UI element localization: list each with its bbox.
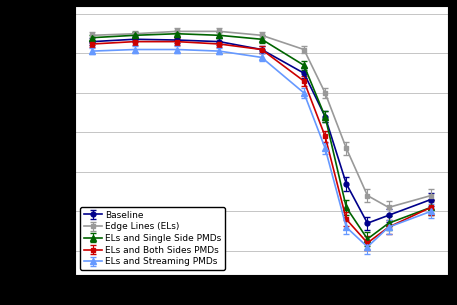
Legend: Baseline, Edge Lines (ELs), ELs and Single Side PMDs, ELs and Both Sides PMDs, E: Baseline, Edge Lines (ELs), ELs and Sing… <box>80 207 225 270</box>
